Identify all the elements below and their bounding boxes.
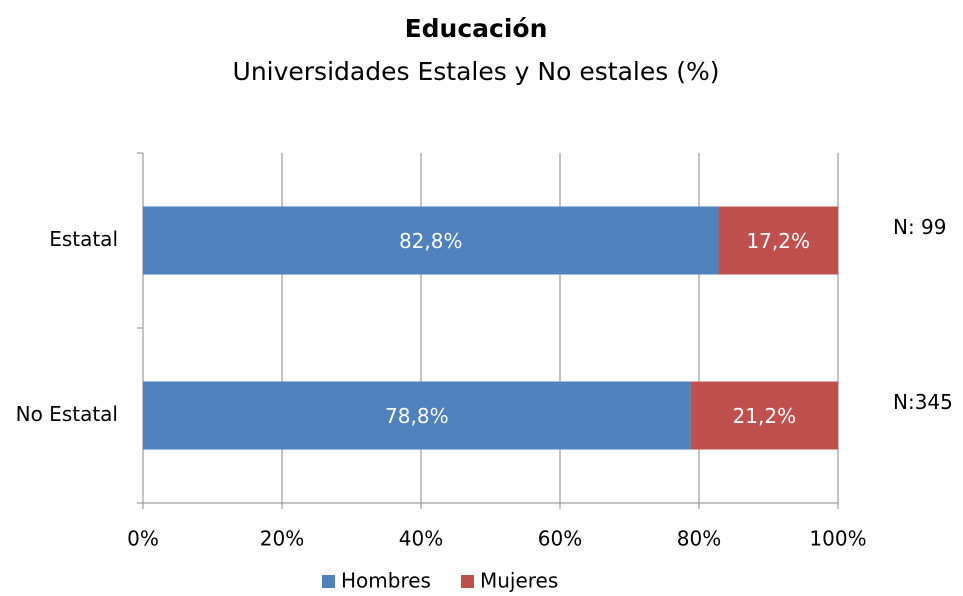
annotation: N:345	[893, 390, 953, 414]
data-label: 78,8%	[385, 404, 449, 428]
data-label: 82,8%	[399, 229, 463, 253]
x-tick-label: 40%	[399, 527, 443, 551]
x-tick-label: 0%	[127, 527, 159, 551]
legend-swatch	[322, 575, 335, 588]
x-tick-label: 80%	[677, 527, 721, 551]
x-tick-label: 100%	[809, 527, 866, 551]
bar-segment	[143, 206, 719, 275]
chart-subtitle: Universidades Estales y No estales (%)	[233, 57, 720, 86]
legend-label: Hombres	[341, 569, 431, 593]
y-tick-label: No Estatal	[16, 402, 118, 426]
y-tick-label: Estatal	[49, 227, 118, 251]
legend-swatch	[460, 575, 474, 588]
data-label: 17,2%	[746, 229, 810, 253]
legend-label: Mujeres	[480, 569, 558, 593]
chart-title: Educación	[405, 14, 548, 43]
x-tick-label: 60%	[538, 527, 582, 551]
data-label: 21,2%	[733, 404, 797, 428]
bar-segment	[718, 206, 838, 275]
bar-segment	[143, 381, 691, 450]
x-tick-label: 20%	[260, 527, 304, 551]
bar-segment	[690, 381, 838, 450]
annotation: N: 99	[893, 215, 947, 239]
